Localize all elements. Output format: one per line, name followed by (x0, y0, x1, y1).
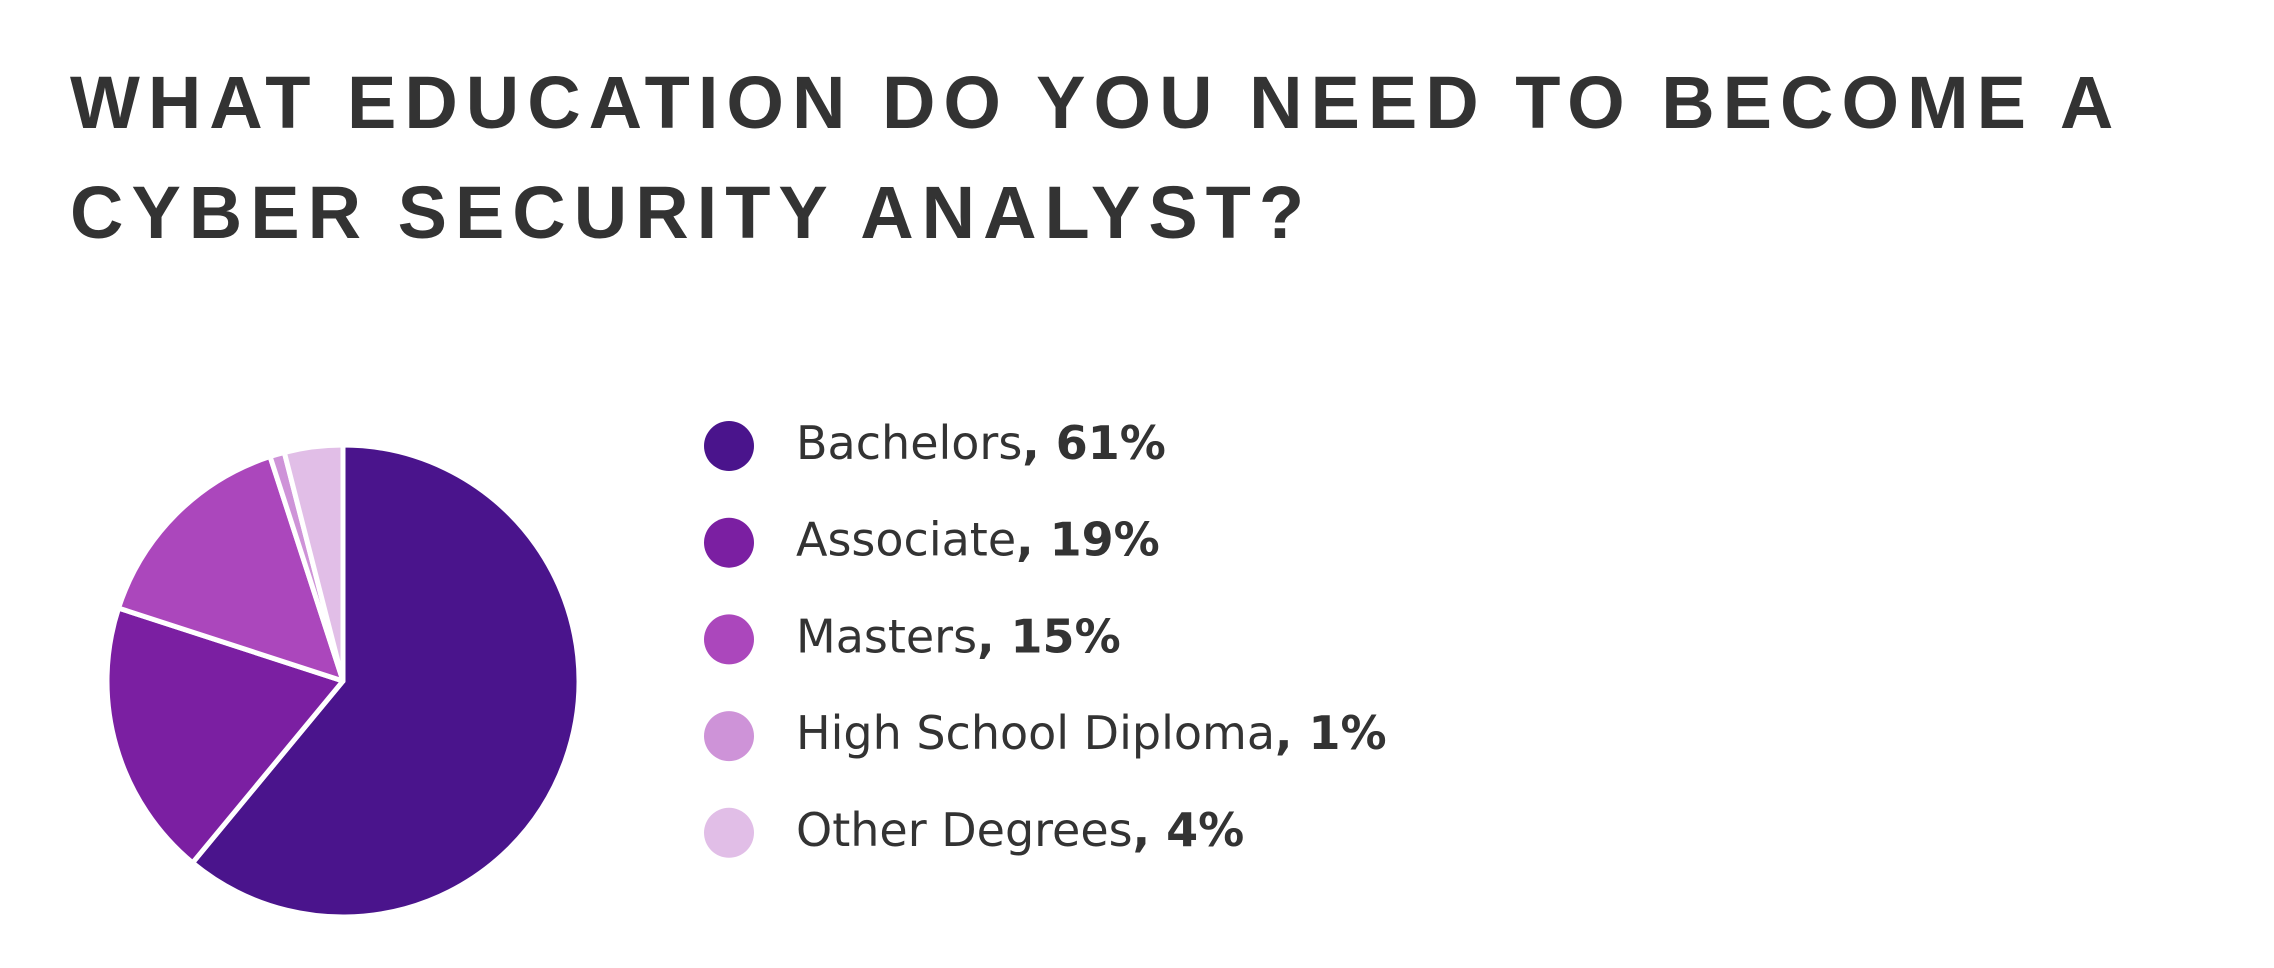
legend-value: , 1% (1275, 706, 1387, 760)
legend-label: Other Degrees, 4% (796, 802, 1244, 856)
legend-value: , 15% (977, 609, 1121, 663)
legend-label: Masters, 15% (796, 609, 1121, 663)
legend-marker (704, 614, 754, 665)
legend-value: , 61% (1022, 416, 1166, 470)
chart-title: WHAT EDUCATION DO YOU NEED TO BECOME A C… (70, 61, 2119, 254)
legend-marker (704, 517, 754, 568)
legend-marker (704, 711, 754, 762)
legend-marker (704, 421, 754, 471)
legend-category: High School Diploma (796, 706, 1275, 760)
legend-value: , 4% (1133, 802, 1245, 856)
legend-marker (704, 807, 754, 858)
pie-slice (281, 442, 346, 684)
legend-value: , 19% (1016, 512, 1160, 566)
legend-category: Other Degrees (796, 802, 1133, 856)
legend-category: Associate (796, 512, 1016, 566)
pie-slice (190, 442, 582, 920)
legend-category: Masters (796, 609, 977, 663)
pie-slice (104, 605, 346, 866)
legend-label: Bachelors, 61% (796, 416, 1166, 470)
legend-category: Bachelors (796, 416, 1022, 470)
legend-label: Associate, 19% (796, 512, 1160, 566)
legend-label: High School Diploma, 1% (796, 706, 1387, 760)
